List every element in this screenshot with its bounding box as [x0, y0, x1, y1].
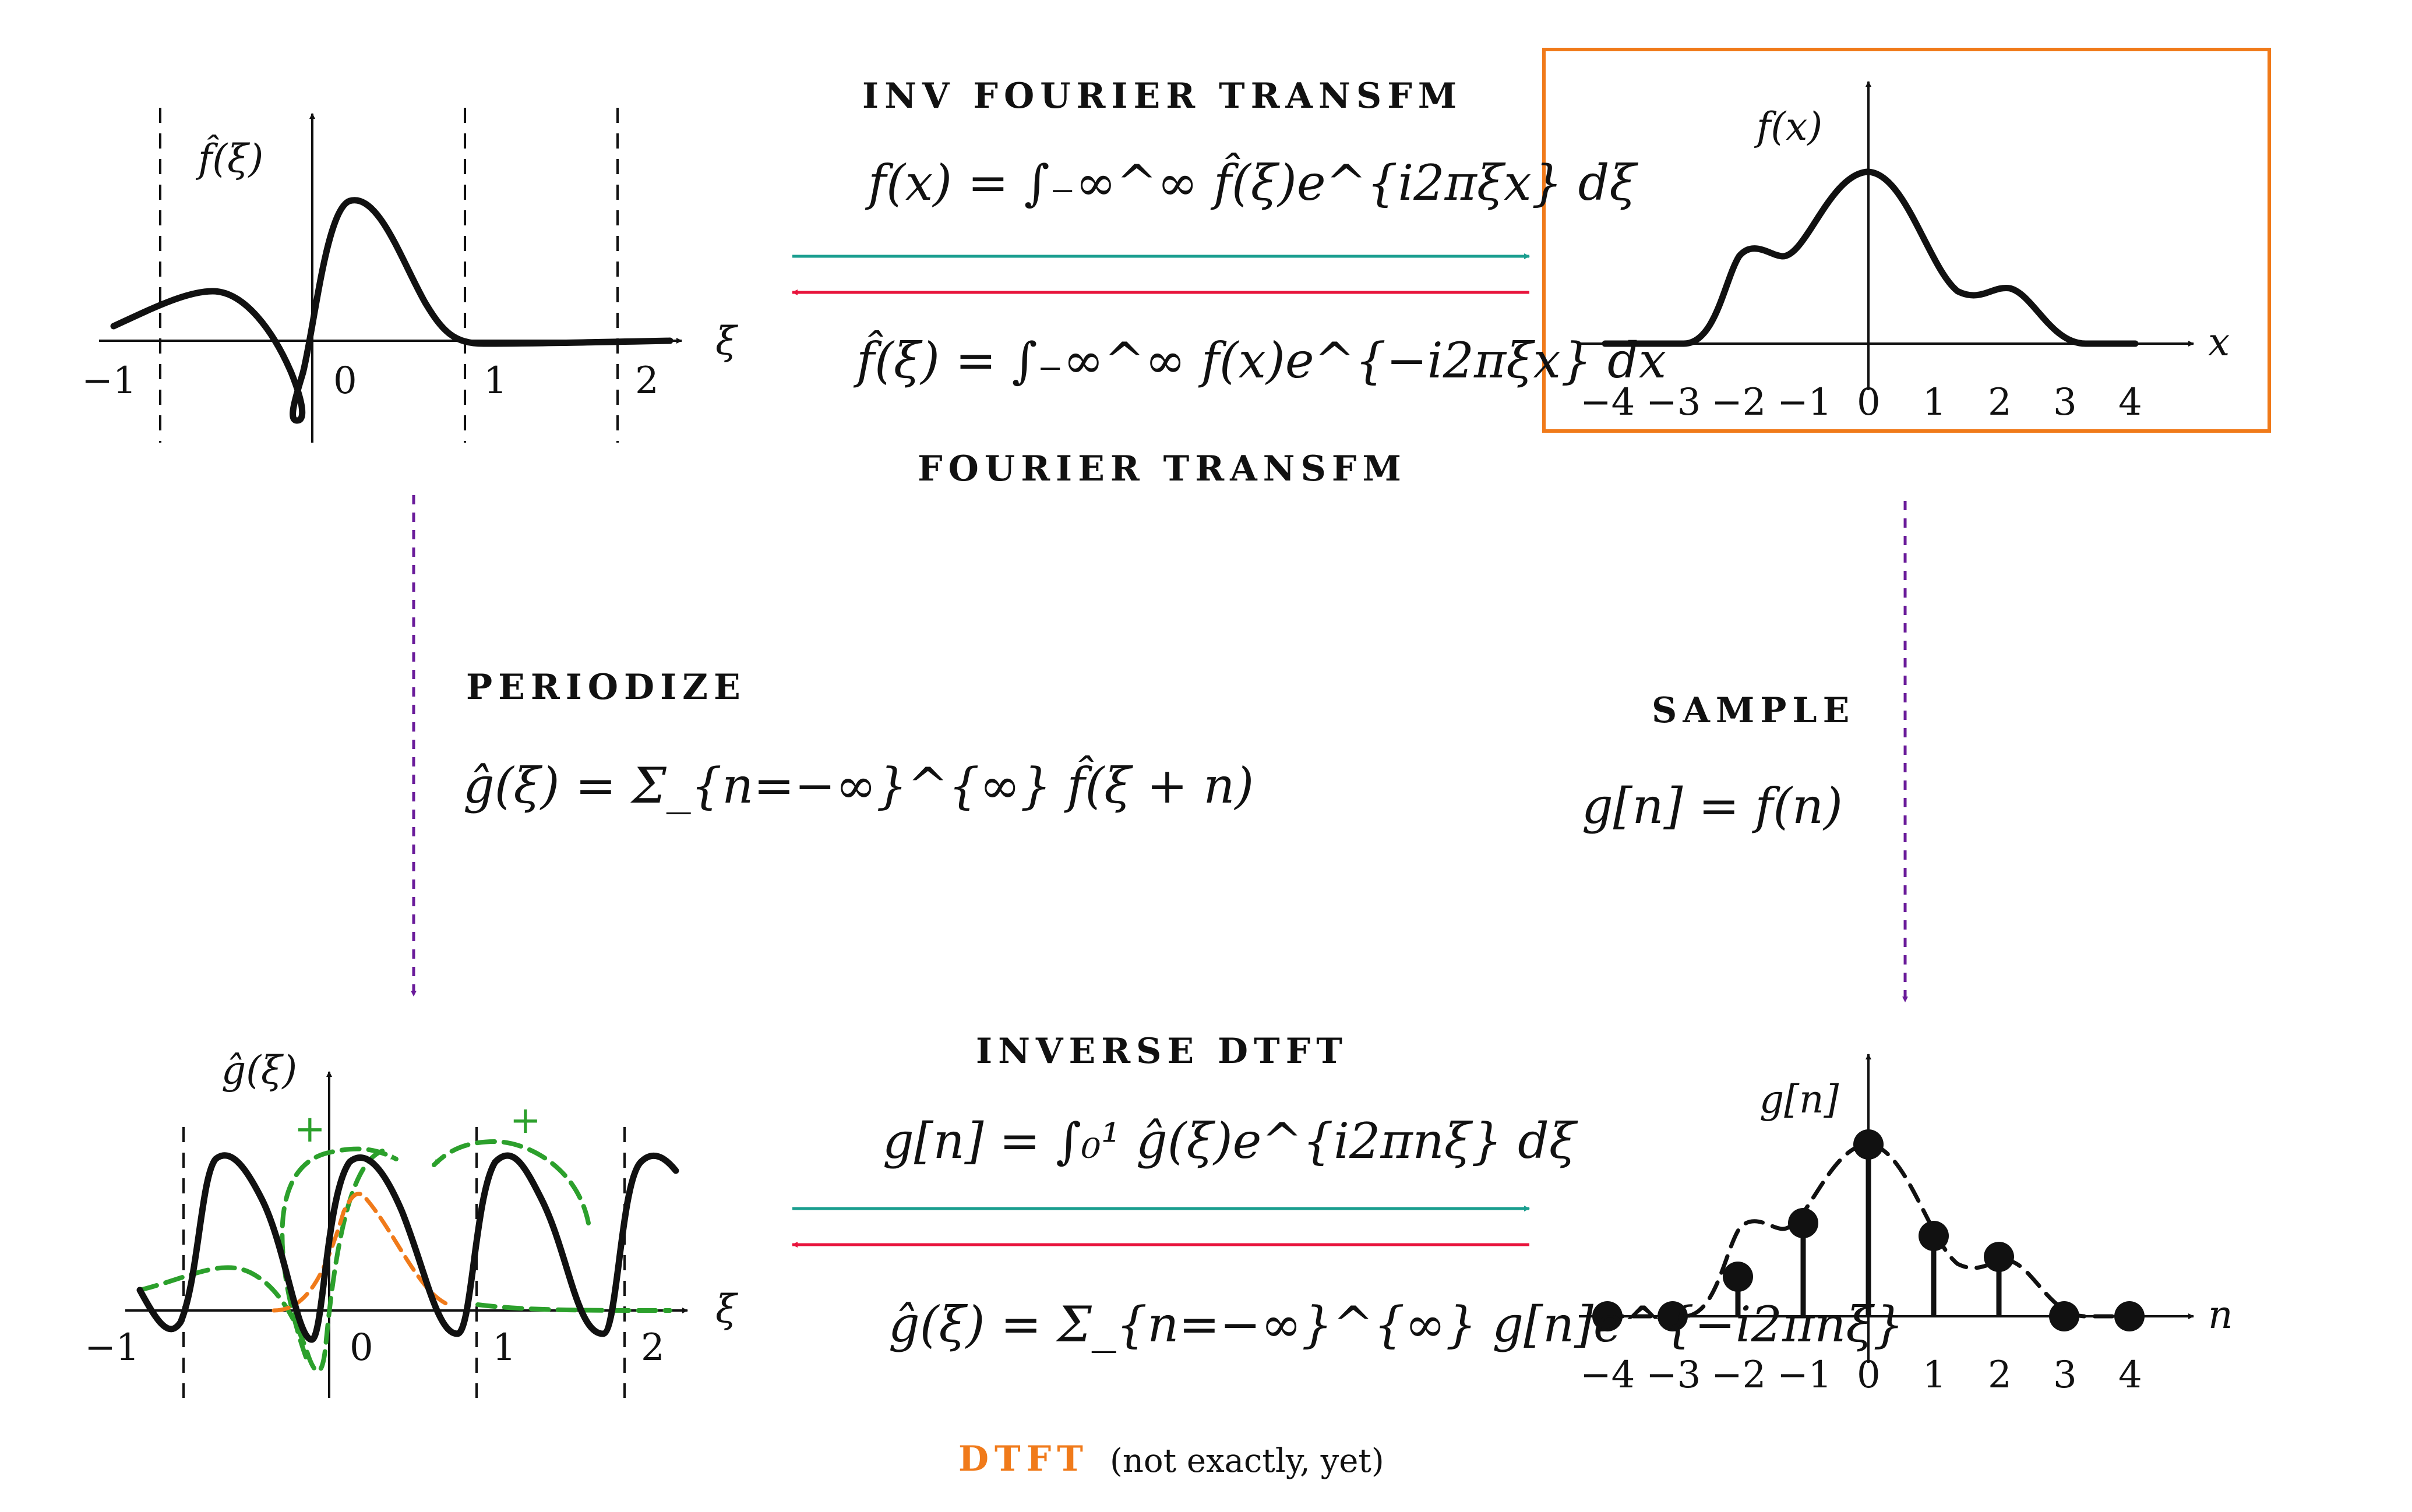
ghat-tick-label: 2	[641, 1326, 665, 1369]
g-sample-point	[1853, 1129, 1884, 1160]
g-sample-point	[1658, 1301, 1688, 1331]
dtft-label: DTFT	[958, 1439, 1089, 1479]
g-tick-label: 3	[2053, 1354, 2077, 1397]
f-plot: f(x) x −4 −3 −2 −1 0 1 2 3 4	[1542, 48, 2271, 433]
dtft-note: (not exactly, yet)	[1110, 1442, 1384, 1480]
f-tick-label: −3	[1646, 381, 1701, 424]
ghat-curve	[136, 1152, 679, 1343]
f-tick-label: 1	[1923, 381, 1946, 424]
fhat-xlabel: ξ	[715, 319, 739, 363]
ghat-tick-label: 1	[492, 1326, 516, 1369]
ghat-tick-label: −1	[84, 1326, 139, 1369]
g-tick-label: 1	[1923, 1354, 1946, 1397]
g-xlabel: n	[2208, 1292, 2233, 1337]
f-tick-label: −2	[1711, 381, 1766, 424]
periodize-label: PERIODIZE	[466, 667, 746, 708]
fhat-tick-label: 0	[333, 359, 357, 402]
g-tick-label: −1	[1777, 1354, 1832, 1397]
inverse-dtft-label: INVERSE DTFT	[976, 1031, 1348, 1072]
g-tick-label: 2	[1988, 1354, 2012, 1397]
fourier-equation: f̂(ξ) = ∫₋∞^∞ f(x)e^{−i2πξx} dx	[856, 332, 1667, 389]
inverse-dtft-equation: g[n] = ∫₀¹ ĝ(ξ)e^{i2πnξ} dξ	[883, 1112, 1577, 1170]
g-stems	[1592, 1129, 2145, 1331]
f-tick-label: 4	[2118, 381, 2142, 424]
fhat-plot: f̂(ξ) ξ −1 0 1 2	[82, 108, 739, 443]
g-ylabel: g[n]	[1759, 1077, 1839, 1122]
f-tick-label: 3	[2053, 381, 2077, 424]
fhat-curve	[110, 197, 673, 424]
f-tick-label: 2	[1988, 381, 2012, 424]
ghat-plot: + + ĝ(ξ) ξ −1 0 1 2	[84, 1048, 739, 1398]
g-sample-point	[2049, 1301, 2079, 1331]
g-tick-label: 0	[1857, 1354, 1881, 1397]
ghat-shifted-copy-curve	[137, 1148, 387, 1373]
fhat-ylabel: f̂(ξ)	[195, 135, 263, 181]
g-sample-point	[1592, 1301, 1623, 1331]
f-tick-label: 0	[1857, 381, 1881, 424]
ghat-shifted-copy-curve	[432, 1139, 591, 1225]
g-tick-label: 4	[2118, 1354, 2142, 1397]
g-sample-point	[1723, 1262, 1753, 1292]
inv-fourier-equation: f(x) = ∫₋∞^∞ f̂(ξ)e^{i2πξx} dξ	[868, 154, 1637, 211]
f-tick-label: −1	[1777, 381, 1832, 424]
periodize-equation: ĝ(ξ) = Σ_{n=−∞}^{∞} f̂(ξ + n)	[463, 757, 1254, 814]
ghat-plus-sign: +	[294, 1108, 326, 1151]
f-ylabel: f(x)	[1754, 104, 1822, 149]
g-tick-label: −2	[1711, 1354, 1766, 1397]
g-plot: g[n] n −4 −3 −2 −1 0 1 2 3 4	[1579, 1054, 2233, 1397]
ghat-tick-label: 0	[350, 1326, 373, 1369]
fourier-label: FOURIER TRANSFM	[918, 448, 1407, 489]
g-tick-label: −3	[1646, 1354, 1701, 1397]
sample-label: SAMPLE	[1652, 690, 1856, 731]
ghat-ylabel: ĝ(ξ)	[221, 1048, 297, 1093]
ghat-xlabel: ξ	[715, 1287, 739, 1331]
g-sample-point	[1788, 1208, 1818, 1238]
f-xlabel: x	[2208, 320, 2230, 365]
ghat-shifted-copy-curve	[280, 1146, 399, 1359]
g-sample-point	[1984, 1242, 2014, 1272]
fhat-original-curve	[271, 1192, 451, 1313]
fhat-tick-label: 2	[635, 359, 659, 402]
g-sample-point	[1919, 1221, 1949, 1251]
g-tick-label: −4	[1580, 1354, 1635, 1397]
ghat-plus-sign: +	[510, 1099, 541, 1142]
fhat-tick-label: 1	[484, 359, 507, 402]
inv-fourier-label: INV FOURIER TRANSFM	[862, 76, 1463, 116]
dtft-equation: ĝ(ξ) = Σ_{n=−∞}^{∞} g[n]e^{−i2πnξ}	[888, 1296, 1905, 1353]
sample-equation: g[n] = f(n)	[1582, 778, 1843, 835]
f-curve	[1602, 168, 2139, 347]
ghat-shifted-copy-curve	[475, 1302, 672, 1313]
fhat-tick-label: −1	[82, 359, 136, 402]
f-tick-label: −4	[1580, 381, 1635, 424]
g-sample-point	[2114, 1301, 2145, 1331]
f-plot-highlight-box	[1542, 48, 2271, 433]
